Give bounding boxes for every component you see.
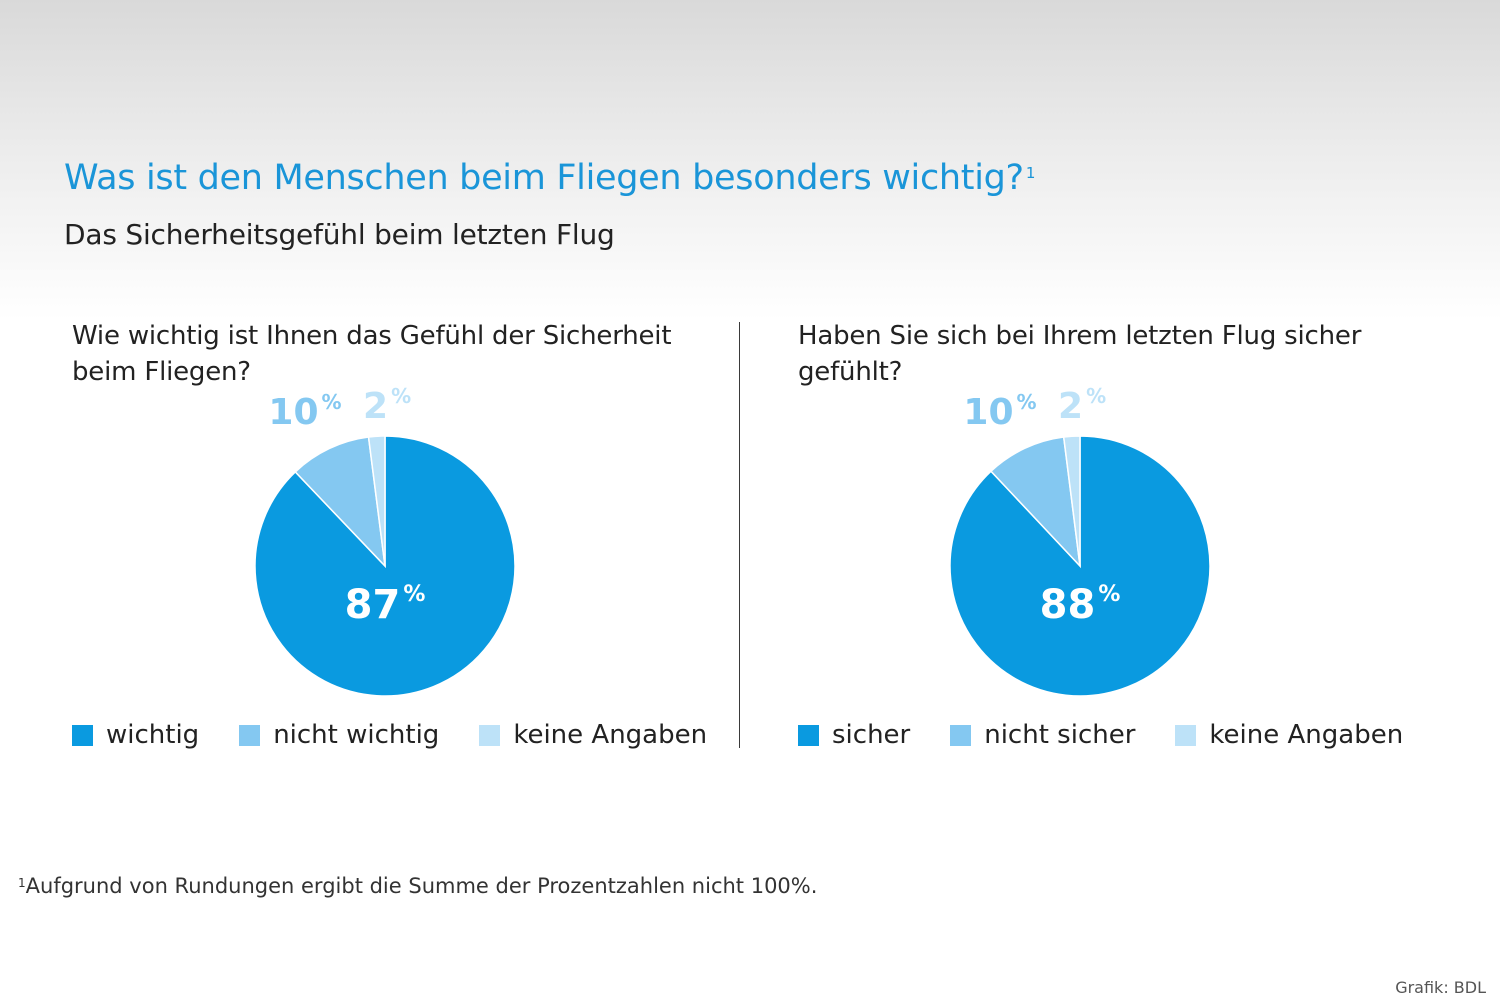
pie-slice-keine-angaben — [1062, 435, 1081, 567]
legend-swatch — [950, 724, 972, 746]
legend-item-nicht-wichtig: nicht wichtig — [239, 720, 439, 750]
data-label-nicht-sicher: 10% — [963, 390, 1036, 433]
legend-item-nicht-sicher: nicht sicher — [950, 720, 1135, 750]
legend-label: nicht wichtig — [273, 720, 440, 750]
legend-item-wichtig: wichtig — [72, 720, 199, 750]
legend-left: wichtig nicht wichtig keine Angaben — [72, 720, 707, 750]
pie-chart-right: 88 % 10% 2% — [949, 384, 1211, 697]
pie-chart-left: 87 % 10% 2% — [254, 384, 516, 697]
legend-item-keine-angaben: keine Angaben — [1175, 720, 1403, 750]
legend-label: nicht sicher — [984, 720, 1136, 750]
legend-label: sicher — [832, 720, 911, 750]
data-label-keine-angaben: 2% — [363, 384, 411, 427]
chart-title-text: Was ist den Menschen beim Fliegen besond… — [64, 158, 1024, 198]
pie-slice-nicht-wichtig — [294, 436, 387, 569]
chart-subtitle: Das Sicherheitsgefühl beim letzten Flug — [64, 218, 615, 251]
data-label-wichtig: 87% — [345, 582, 426, 628]
data-label-keine-angaben: 2% — [1058, 384, 1106, 427]
pie-panel-right: Haben Sie sich bei Ihrem letzten Flug si… — [798, 318, 1458, 758]
footnote-mark: 1 — [18, 876, 26, 890]
legend-swatch — [72, 724, 93, 746]
legend-swatch — [798, 724, 819, 746]
legend-label: keine Angaben — [1209, 720, 1404, 750]
footnote: 1Aufgrund von Rundungen ergibt die Summe… — [18, 874, 817, 898]
legend-right: sicher nicht sicher keine Angaben — [798, 720, 1403, 750]
data-label-nicht-wichtig: 10% — [268, 390, 341, 433]
legend-swatch — [1175, 724, 1197, 746]
legend-swatch — [239, 724, 261, 746]
data-label-sicher: 88% — [1040, 582, 1121, 628]
pie-slice-keine-angaben — [367, 435, 386, 567]
pie-question-right: Haben Sie sich bei Ihrem letzten Flug si… — [798, 321, 1362, 387]
legend-label: keine Angaben — [513, 720, 708, 750]
legend-label: wichtig — [106, 720, 200, 750]
legend-item-sicher: sicher — [798, 720, 910, 750]
footnote-text: Aufgrund von Rundungen ergibt die Summe … — [25, 874, 818, 898]
legend-swatch — [479, 724, 501, 746]
title-footnote-mark: 1 — [1025, 164, 1036, 182]
pie-slice-nicht-sicher — [989, 436, 1082, 569]
pie-panel-left: Wie wichtig ist Ihnen das Gefühl der Sic… — [72, 318, 732, 758]
source-credit: Grafik: BDL — [1395, 978, 1486, 997]
pie-question-left: Wie wichtig ist Ihnen das Gefühl der Sic… — [72, 321, 672, 387]
chart-title: Was ist den Menschen beim Fliegen besond… — [64, 158, 1035, 198]
panel-divider — [739, 322, 740, 748]
legend-item-keine-angaben: keine Angaben — [479, 720, 707, 750]
